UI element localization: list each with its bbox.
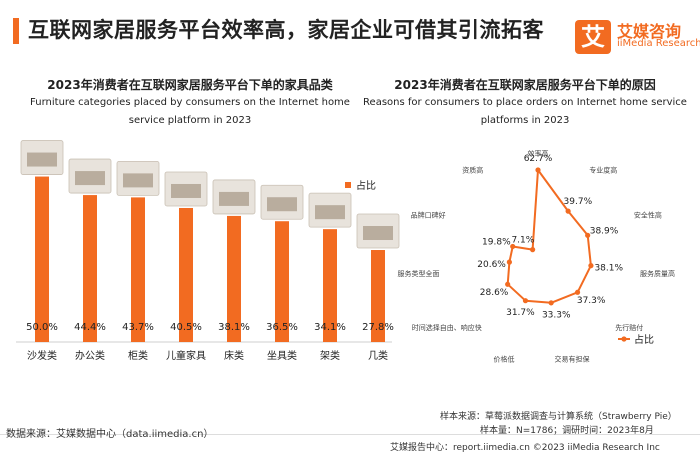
radar-point-4 [574,289,581,295]
radar-value-label-4: 37.3% [577,296,606,306]
logo-text-cn: 艾媒咨询 [617,22,682,41]
bar-category-label-7: 几类 [368,349,388,362]
furniture-shape-1 [75,171,105,186]
bar-value-label-1: 44.4% [74,322,106,333]
radar-value-label-10: 7.1% [511,236,534,246]
bar-category-label-3: 儿童家具 [166,349,206,362]
bar-legend-label: 占比 [356,179,376,192]
radar-axis-label-8: 服务类型全面 [397,269,439,278]
radar-point-2 [585,232,591,238]
page-title: 互联网家居服务平台效率高，家居企业可借其引流拓客 [28,18,544,42]
radar-point-8 [506,259,512,265]
radar-point-10 [530,247,536,253]
bar-category-label-1: 办公类 [75,349,105,362]
radar-point-9 [510,243,516,250]
radar-point-7 [505,281,511,287]
bar-value-label-7: 27.8% [362,322,394,333]
radar-value-label-3: 38.1% [594,263,623,273]
bar-category-label-4: 床类 [224,349,244,362]
right-chart-subtitle: Reasons for consumers to place orders on… [363,97,687,126]
radar-point-3 [588,263,594,269]
bar-category-label-0: 沙发类 [27,349,57,362]
radar-axis-label-4: 先行赔付 [615,323,643,332]
bar-category-label-5: 坐具类 [267,349,297,362]
bar-1 [83,195,97,342]
right-chart-title: 2023年消费者在互联网家居服务平台下单的原因 [394,78,656,92]
radar-point-5 [548,300,554,306]
radar-point-6 [522,298,529,304]
footer-sample-source: 样本来源：草莓派数据调查与计算系统（Strawberry Pie） [440,412,677,422]
radar-point-0 [535,167,541,173]
footer-copyright: 艾媒报告中心：report.iimedia.cn ©2023 iiMedia R… [390,443,660,453]
bar-7 [371,250,385,342]
bar-category-label-6: 架类 [320,349,340,362]
bar-5 [275,221,289,342]
radar-point-1 [565,208,571,214]
radar-axis-label-7: 时间选择自由、响应快 [412,323,482,332]
radar-axis-label-1: 专业度高 [589,166,617,175]
furniture-shape-3 [171,183,201,198]
radar-axis-label-9: 品牌口碑好 [411,210,446,219]
radar-axis-label-3: 服务质量高 [640,269,675,278]
radar-value-label-2: 38.9% [590,226,619,236]
header: 互联网家居服务平台效率高，家居企业可借其引流拓客 艾 艾媒咨询 iiMedia … [0,0,700,60]
bar-value-label-0: 50.0% [26,322,58,333]
bar-value-label-4: 38.1% [218,322,250,333]
radar-legend-marker [621,336,627,342]
furniture-shape-5 [267,197,297,212]
radar-axis-label-5: 交易有担保 [555,355,590,364]
logo-text-en: iiMedia Research [617,38,700,49]
radar-axis-label-2: 安全性高 [634,210,662,219]
radar-value-label-9: 19.8% [482,237,511,247]
bar-3 [179,207,193,342]
bar-value-label-3: 40.5% [170,322,202,333]
footer-source: 数据来源：艾媒数据中心（data.iimedia.cn） [6,429,214,440]
furniture-shape-4 [219,191,249,206]
radar-value-label-8: 20.6% [477,260,506,270]
title-accent-bar [13,18,19,44]
footer-sample-info: 样本量：N=1786；调研时间：2023年8月 [480,426,654,436]
radar-axis-label-0: 效率高 [528,149,549,158]
radar-series-line [506,169,592,304]
left-chart-subtitle: Furniture categories placed by consumers… [30,97,350,126]
logo-icon: 艾 [575,20,611,54]
radar-value-label-1: 39.7% [564,197,593,207]
furniture-shape-7 [363,226,393,241]
left-chart-title: 2023年消费者在互联网家居服务平台下单的家具品类 [47,78,333,92]
furniture-shape-6 [315,205,345,220]
furniture-shape-0 [27,152,57,167]
radar-axis-label-10: 资质高 [462,166,483,175]
radar-legend-label: 占比 [634,333,654,346]
bar-value-label-2: 43.7% [122,322,154,333]
bar-legend-swatch [345,182,351,188]
bar-6 [323,229,337,342]
radar-value-label-6: 31.7% [506,308,535,318]
radar-value-label-7: 28.6% [480,288,509,298]
radar-axis-label-6: 价格低 [493,355,514,364]
bar-0 [35,176,49,342]
bar-value-label-5: 36.5% [266,322,298,333]
radar-value-label-5: 33.3% [542,310,571,320]
furniture-shape-2 [123,173,153,188]
radar-value-label-0: 62.7% [524,154,553,164]
footer-divider [0,434,700,435]
bar-2 [131,197,145,342]
bar-value-label-6: 34.1% [314,322,346,333]
bar-category-label-2: 柜类 [128,349,148,362]
bar-4 [227,215,241,342]
